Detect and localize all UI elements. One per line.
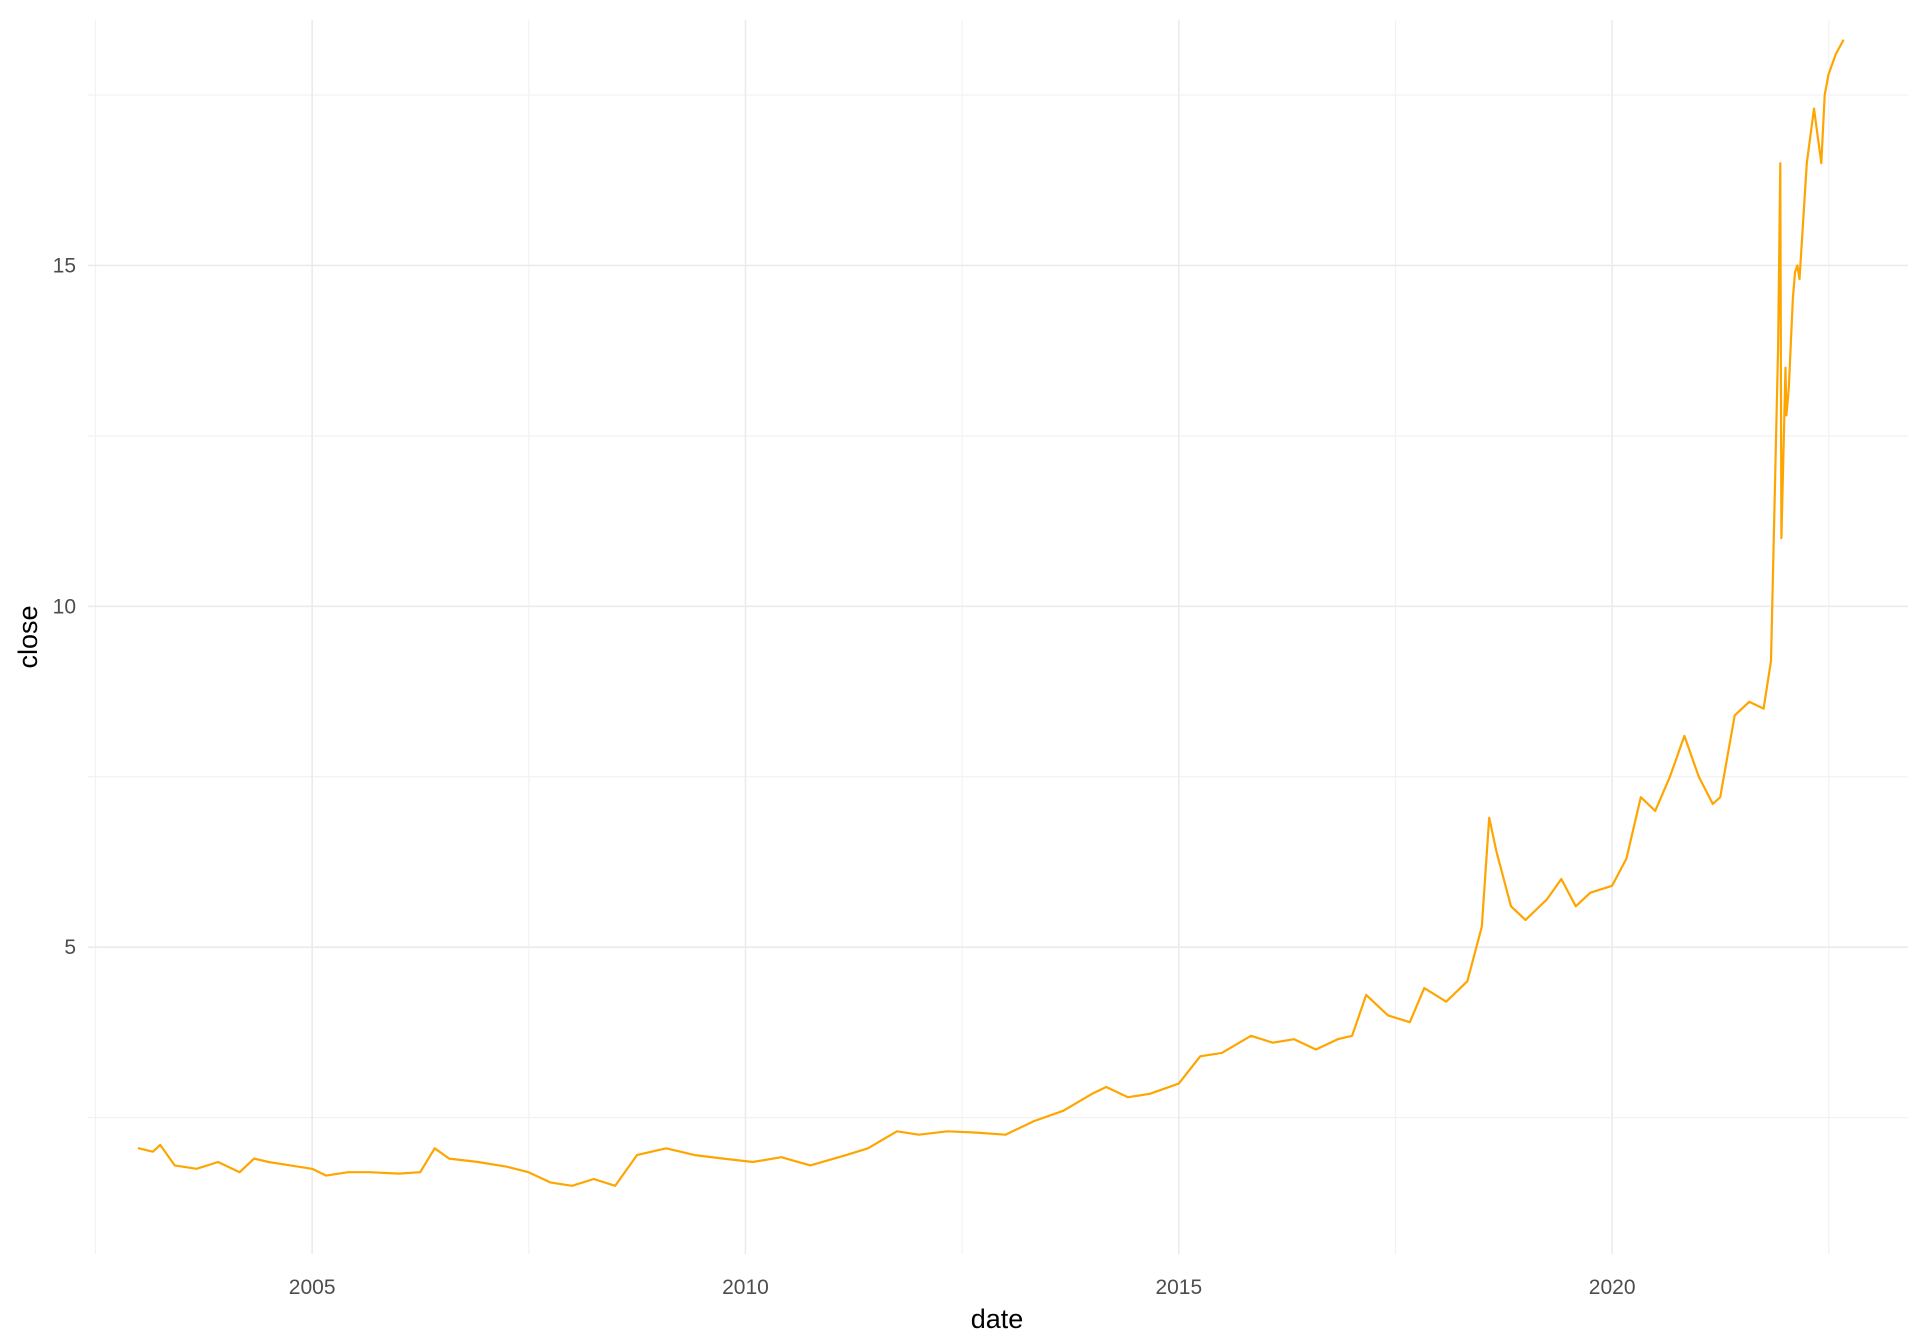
major-gridlines-y: [88, 264, 1908, 949]
y-axis-title: close: [13, 605, 43, 668]
x-tick-label-2020: 2020: [1589, 1276, 1636, 1299]
x-tick-label-2015: 2015: [1155, 1276, 1202, 1299]
x-tick-label-2005: 2005: [289, 1276, 336, 1299]
y-axis-tick-labels: 5 10 15: [53, 254, 76, 959]
x-axis-title: date: [971, 1304, 1024, 1334]
minor-gridlines-x: [94, 20, 1830, 1254]
major-gridlines-x: [311, 20, 1613, 1254]
y-tick-label-15: 15: [53, 254, 76, 277]
y-tick-label-10: 10: [53, 595, 76, 618]
minor-gridlines-y: [88, 94, 1908, 1119]
x-axis-tick-labels: 2005 2010 2015 2020: [289, 1276, 1636, 1299]
x-tick-label-2010: 2010: [722, 1276, 769, 1299]
series-line-close: [137, 39, 1845, 1187]
y-tick-label-5: 5: [64, 936, 76, 959]
